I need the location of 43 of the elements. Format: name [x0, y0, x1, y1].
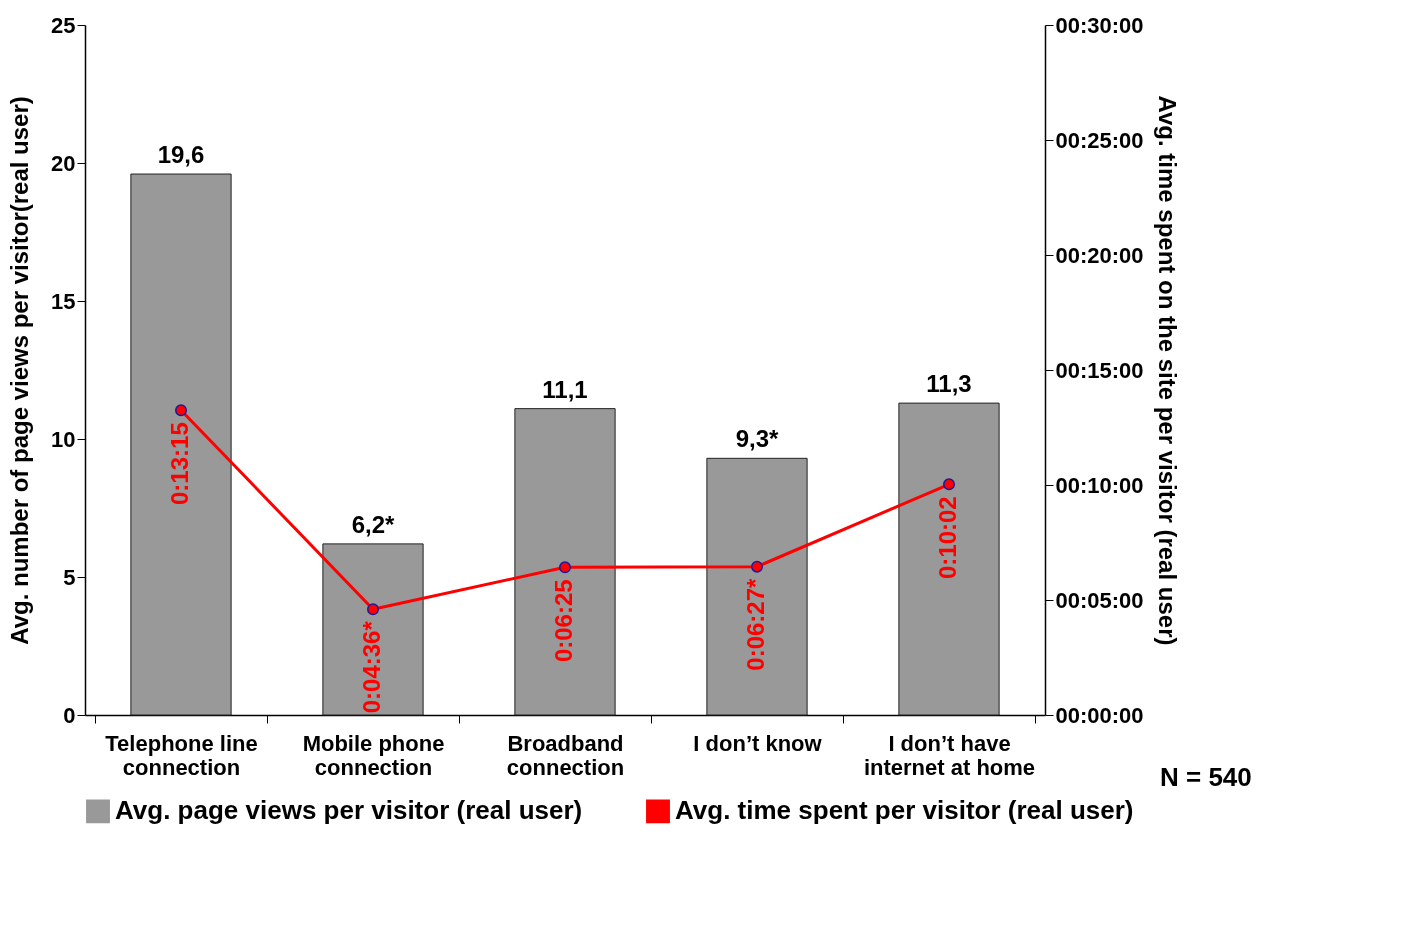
y-tick-label: 10 [51, 426, 76, 452]
x-tick-label: Broadband connection [506, 730, 625, 780]
y2-tick-label: 00:10:00 [1055, 472, 1144, 498]
legend-label: Avg. time spent per visitor (real user) [675, 795, 1134, 826]
bar [130, 173, 232, 716]
y2-tick-label: 00:15:00 [1055, 357, 1144, 383]
data-label: 0:04:36* [358, 620, 385, 714]
legend-label: Avg. page views per visitor (real user) [115, 795, 583, 826]
text: N = 540 [1160, 762, 1252, 793]
x-tick-label: I don’t know [693, 730, 823, 756]
data-label: 11,3 [926, 370, 972, 398]
data-label: 0:13:15 [166, 422, 193, 505]
data-label: 0:06:25 [550, 579, 577, 663]
bar [706, 457, 808, 716]
y2-axis-title: Avg. time spent on the site per visitor (real user) [1153, 95, 1181, 646]
x-tick-label: Telephone line connection [105, 730, 258, 780]
bar [514, 408, 616, 716]
y-axis-title: Avg. number of page views per visitor(real user) [6, 96, 34, 645]
data-label: 19,6 [157, 141, 205, 169]
y2-tick-label: 00:00:00 [1055, 702, 1144, 728]
y-tick-label: 25 [51, 12, 76, 38]
point [943, 478, 955, 491]
bar [898, 402, 1000, 716]
data-label: 0:06:27* [742, 577, 769, 671]
point [367, 603, 379, 616]
y-tick-label: 15 [51, 288, 76, 314]
data-label: 11,1 [542, 375, 588, 403]
point [559, 561, 571, 574]
y-tick-label: 20 [51, 150, 76, 176]
y2-tick-label: 00:25:00 [1055, 127, 1144, 153]
data-label: 0:10:02 [934, 496, 961, 580]
data-label: 6,2* [351, 510, 396, 538]
point [175, 404, 187, 417]
data-label: 9,3* [735, 425, 780, 453]
y2-tick-label: 00:30:00 [1055, 12, 1144, 38]
y-tick-label: 5 [63, 564, 76, 590]
y-tick-label: 0 [63, 702, 76, 728]
bar [322, 543, 424, 716]
point [751, 560, 763, 573]
y2-tick-label: 00:05:00 [1055, 587, 1144, 613]
x-tick-label: I don’t have internet at home [863, 730, 1036, 780]
x-tick-label: Mobile phone connection [302, 730, 445, 780]
y2-tick-label: 00:20:00 [1055, 242, 1144, 268]
